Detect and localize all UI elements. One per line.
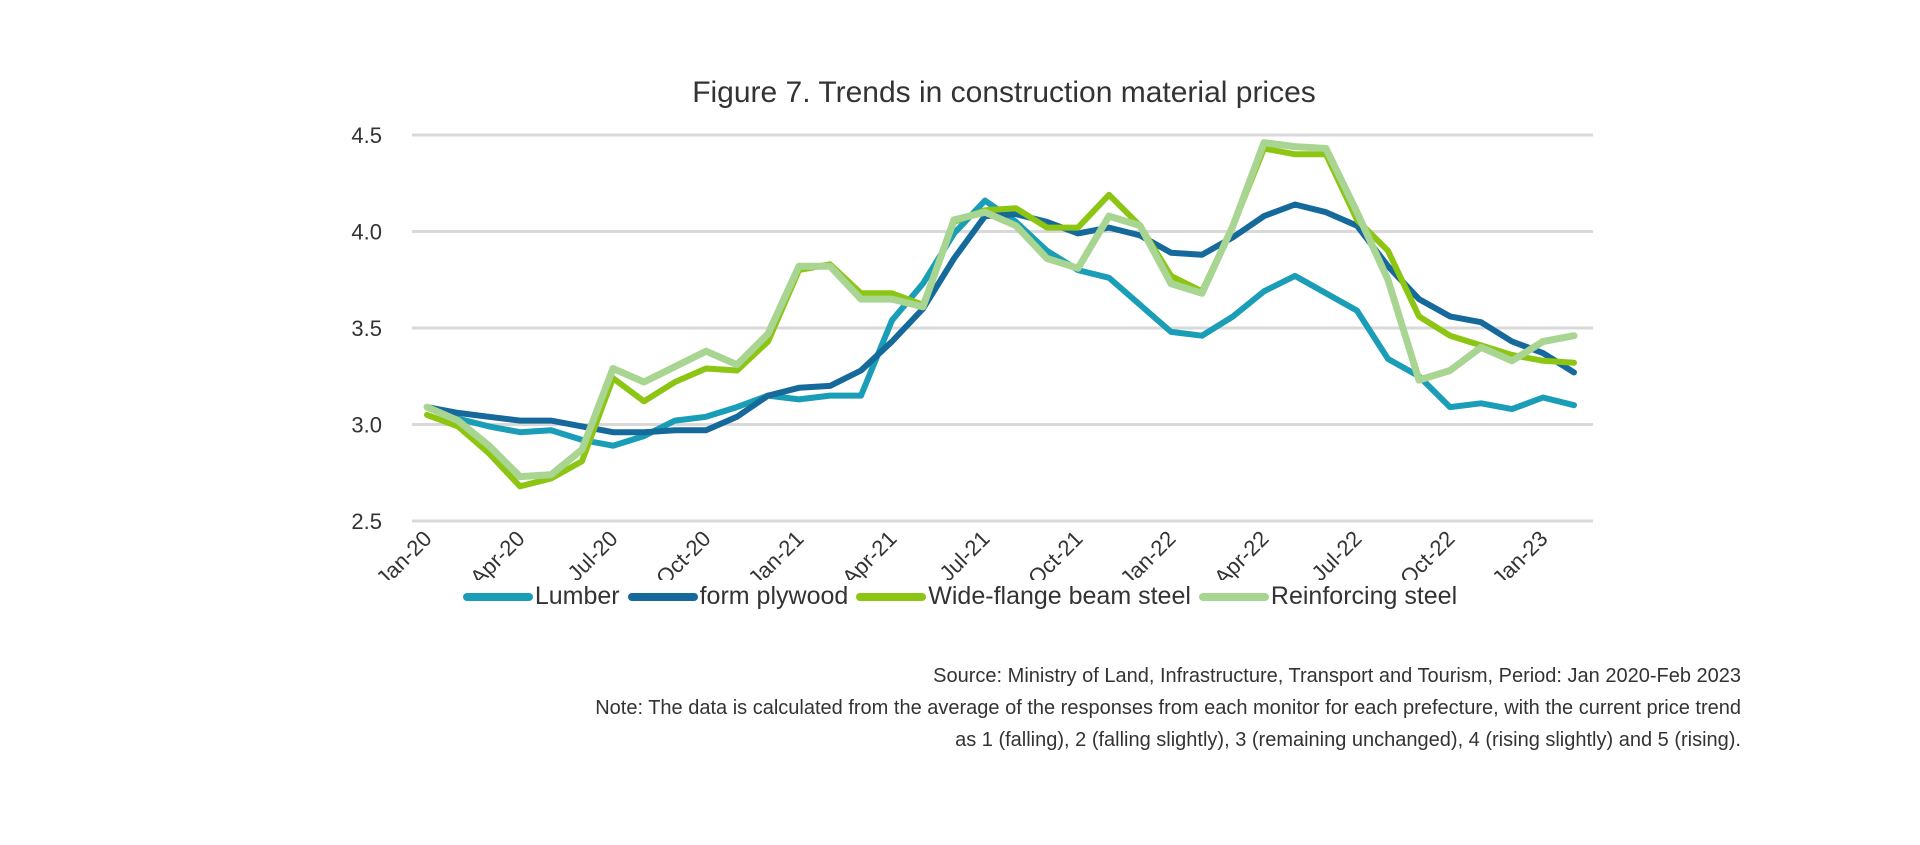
- note-text-line1: Note: The data is calculated from the av…: [595, 697, 1741, 719]
- x-tick-label: Jul-22: [1306, 526, 1366, 580]
- source-text: Source: Ministry of Land, Infrastructure…: [933, 665, 1741, 687]
- legend-swatch: [627, 592, 698, 601]
- x-tick-label: Jan-22: [1115, 526, 1180, 580]
- legend-item: Wide-flange beam steel: [856, 582, 1191, 611]
- legend-label: Reinforcing steel: [1270, 582, 1458, 610]
- chart-notes: Source: Ministry of Land, Infrastructure…: [595, 660, 1741, 756]
- series-line-wide-flange-beam-steel: [424, 145, 1577, 490]
- chart-title: Figure 7. Trends in construction materia…: [692, 76, 1316, 109]
- legend-label: Lumber: [534, 582, 620, 610]
- x-tick-label: Jan-21: [743, 526, 808, 580]
- x-tick-label: Apr-20: [465, 526, 529, 580]
- x-tick-label: Jul-20: [562, 526, 622, 580]
- series-line-reinforcing-steel: [423, 139, 1578, 481]
- x-tick-label: Apr-21: [837, 526, 901, 580]
- legend-swatch: [462, 592, 533, 601]
- x-tick-label: Jan-23: [1487, 526, 1552, 580]
- legend: Lumber form plywood Wide-flange beam steel…: [0, 582, 1920, 611]
- y-tick-label: 2.5: [351, 509, 382, 534]
- legend-item: Reinforcing steel: [1198, 582, 1458, 611]
- y-tick-label: 3.0: [351, 413, 382, 438]
- x-tick-label: Apr-22: [1209, 526, 1273, 580]
- y-tick-label: 4.5: [351, 123, 382, 148]
- legend-item: form plywood: [627, 582, 849, 611]
- line-chart: Figure 7. Trends in construction materia…: [351, 76, 1593, 580]
- y-tick-label: 4.0: [351, 220, 382, 245]
- legend-swatch: [1198, 592, 1269, 601]
- x-axis-ticks: Jan-20 Apr-20 Jul-20 Oct-20 Jan-21 Apr-21 Jul-…: [371, 526, 1552, 580]
- series-line-form-plywood: [424, 201, 1577, 436]
- gridlines: [412, 133, 1593, 523]
- legend-label: form plywood: [699, 582, 849, 610]
- y-axis-ticks: 4.5 4.0 3.5 3.0 2.5: [351, 123, 382, 534]
- x-tick-label: Oct-22: [1395, 526, 1459, 580]
- x-tick-label: Oct-21: [1023, 526, 1087, 580]
- x-tick-label: Oct-20: [651, 526, 715, 580]
- note-text-line2: as 1 (falling), 2 (falling slightly), 3 …: [955, 729, 1741, 751]
- y-tick-label: 3.5: [351, 316, 382, 341]
- series-lines: [423, 139, 1578, 490]
- legend-label: Wide-flange beam steel: [928, 582, 1191, 610]
- legend-swatch: [856, 592, 927, 601]
- legend-item: Lumber: [462, 582, 620, 611]
- x-tick-label: Jul-21: [934, 526, 994, 580]
